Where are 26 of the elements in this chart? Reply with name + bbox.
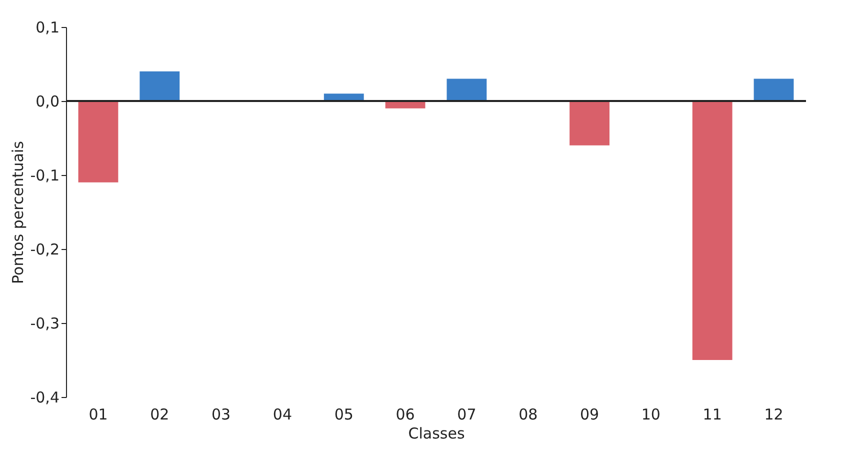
x-tick-label: 08 <box>518 406 538 424</box>
bar <box>692 101 732 360</box>
y-axis-title: Pontos percentuais <box>9 140 28 284</box>
bar <box>446 78 487 101</box>
x-tick-label: 07 <box>457 406 476 424</box>
bar <box>140 71 180 101</box>
x-tick-label: 04 <box>272 406 292 424</box>
x-tick-label: 10 <box>641 406 660 424</box>
bar <box>570 101 610 146</box>
y-tick-label: -0,1 <box>30 166 60 184</box>
x-tick-label: 05 <box>334 406 354 424</box>
x-tick-label: 06 <box>396 406 415 424</box>
y-tick-label: -0,4 <box>30 388 60 406</box>
bar <box>78 101 118 182</box>
y-tick-label: 0,1 <box>36 18 60 36</box>
x-axis-title: Classes <box>408 424 465 442</box>
x-tick-label: 09 <box>580 406 600 424</box>
y-tick-label: 0,0 <box>36 92 60 110</box>
bar <box>754 78 794 101</box>
x-tick-label: 01 <box>88 406 108 424</box>
x-tick-label: 12 <box>764 406 784 424</box>
x-tick-label: 02 <box>150 406 170 424</box>
y-tick-label: -0,2 <box>30 240 60 258</box>
x-tick-label: 03 <box>212 406 231 424</box>
y-tick-label: -0,3 <box>30 314 60 332</box>
x-tick-label: 11 <box>702 406 722 424</box>
